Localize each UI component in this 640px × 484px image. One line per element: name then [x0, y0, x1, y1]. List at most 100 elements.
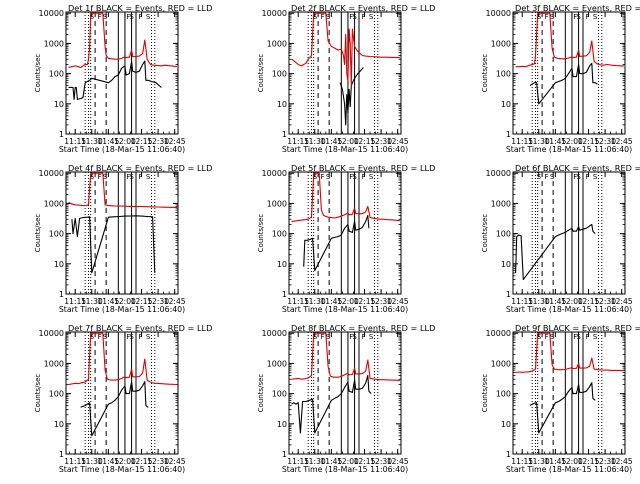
y-tick-label: 1 [59, 290, 64, 299]
lld-series-line [515, 332, 624, 374]
y-tick-label: 1000 [44, 359, 64, 368]
y-tick-label: 10 [501, 260, 511, 269]
state-marker: F [349, 173, 353, 181]
x-tick-label: 12:15 [578, 297, 600, 306]
state-marker: S [146, 173, 151, 181]
y-tick-label: 10000 [39, 9, 64, 18]
state-marker: F [361, 333, 365, 341]
y-tick-label: 10 [277, 100, 287, 109]
y-tick-label: 10000 [486, 169, 511, 178]
state-marker: F [573, 333, 577, 341]
events-series-line [339, 67, 364, 126]
y-axis-label: Counts/sec [34, 54, 42, 93]
x-tick-label: 11:45 [97, 137, 119, 146]
x-tick-label: 12:30 [370, 457, 392, 466]
x-tick-label: 12:00 [561, 457, 583, 466]
x-tick-label: 12:45 [387, 457, 409, 466]
x-tick-label: 12:45 [611, 137, 633, 146]
state-marker: S [369, 333, 374, 341]
detector-panel-5: Det 5f BLACK = Events, RED = LLD 1 10 100 10… [257, 163, 435, 314]
x-tick-label: 11:45 [544, 457, 566, 466]
state-marker: S [352, 13, 357, 21]
x-tick-label: 11:30 [304, 457, 326, 466]
y-axis-label: Counts/sec [34, 374, 42, 413]
y-tick-label: 1000 [267, 39, 287, 48]
x-axis-label: Start Time (18-Mar-15 11:06:40) [506, 145, 632, 154]
y-axis-label: Counts/sec [481, 54, 489, 93]
x-tick-label: 11:15 [64, 137, 86, 146]
events-series-line [291, 374, 372, 434]
panel-title: Det 6f BLACK = Events, RED = LLD [515, 163, 640, 173]
detector-panel-1: Det 1f BLACK = Events, RED = LLD 1 10 100 10… [34, 3, 212, 154]
panel-title: Det 8f BLACK = Events, RED = LLD [291, 323, 435, 333]
x-tick-label: 11:30 [81, 137, 103, 146]
plot-frame [65, 331, 179, 455]
state-marker: S [576, 13, 581, 21]
state-marker: S [576, 333, 581, 341]
x-tick-label: 11:45 [544, 297, 566, 306]
state-marker: F [126, 173, 130, 181]
x-tick-label: 12:15 [578, 137, 600, 146]
state-marker: F [545, 173, 549, 181]
state-marker: S [146, 333, 151, 341]
y-tick-label: 10 [277, 420, 287, 429]
y-tick-label: 10000 [39, 329, 64, 338]
lld-series-line [291, 332, 400, 381]
x-tick-label: 11:45 [320, 137, 342, 146]
events-series-line [529, 382, 596, 434]
x-tick-label: 11:30 [528, 137, 550, 146]
x-tick-label: 12:00 [561, 137, 583, 146]
x-tick-label: 12:30 [594, 137, 616, 146]
state-marker: S [369, 13, 374, 21]
x-tick-label: 12:00 [114, 297, 136, 306]
events-series-line [303, 214, 370, 272]
panel-title: Det 1f BLACK = Events, RED = LLD [68, 3, 212, 13]
x-tick-label: 12:30 [594, 297, 616, 306]
x-axis-label: Start Time (18-Mar-15 11:06:40) [59, 145, 185, 154]
y-axis-label: Counts/sec [257, 54, 265, 93]
state-marker: F [98, 333, 102, 341]
detector-panel-6: Det 6f BLACK = Events, RED = LLD 1 10 100 10… [481, 163, 640, 314]
x-tick-label: 12:30 [370, 297, 392, 306]
plot-frame [65, 171, 179, 295]
lld-series-line [68, 332, 177, 386]
x-tick-label: 11:45 [320, 457, 342, 466]
panel-title: Det 9f BLACK = Events, RED = LLD [515, 323, 640, 333]
plot-frame [288, 331, 402, 455]
y-tick-label: 10 [277, 260, 287, 269]
y-tick-label: 1 [282, 450, 287, 459]
y-axis-label: Counts/sec [34, 214, 42, 253]
plot-frame [288, 171, 402, 295]
x-tick-label: 12:00 [561, 297, 583, 306]
y-tick-label: 10000 [486, 9, 511, 18]
state-marker: F [585, 173, 589, 181]
x-axis-label: Start Time (18-Mar-15 11:06:40) [282, 145, 408, 154]
y-tick-label: 1000 [491, 199, 511, 208]
state-marker: S [369, 173, 374, 181]
state-marker: S [537, 13, 542, 21]
x-axis-label: Start Time (18-Mar-15 11:06:40) [282, 305, 408, 314]
plot-frame [512, 171, 626, 295]
y-tick-label: 1 [282, 130, 287, 139]
state-marker: S [90, 173, 95, 181]
x-tick-label: 11:15 [64, 297, 86, 306]
y-axis-label: Counts/sec [257, 374, 265, 413]
y-tick-label: 1000 [44, 199, 64, 208]
state-marker: F [361, 13, 365, 21]
x-tick-label: 12:15 [354, 457, 376, 466]
x-tick-label: 11:15 [64, 457, 86, 466]
state-marker: F [138, 173, 142, 181]
state-marker: F [98, 173, 102, 181]
x-tick-label: 12:45 [164, 297, 186, 306]
x-tick-label: 12:30 [147, 457, 169, 466]
plot-frame [65, 11, 179, 135]
state-marker: S [90, 333, 95, 341]
lld-series-line [291, 12, 400, 87]
x-tick-label: 11:30 [81, 297, 103, 306]
state-marker: S [129, 173, 134, 181]
state-marker: S [593, 333, 598, 341]
state-marker: F [138, 333, 142, 341]
y-tick-label: 1000 [267, 199, 287, 208]
state-marker: F [573, 13, 577, 21]
